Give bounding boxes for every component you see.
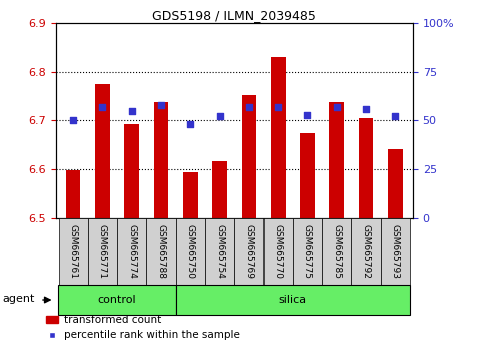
Legend: transformed count, percentile rank within the sample: transformed count, percentile rank withi…	[46, 315, 240, 340]
Point	[362, 106, 370, 112]
Text: silica: silica	[279, 295, 307, 305]
Bar	[264, 218, 293, 285]
Point	[157, 102, 165, 108]
Bar	[95, 84, 110, 218]
Text: GSM665785: GSM665785	[332, 224, 341, 279]
Bar	[125, 124, 139, 218]
Text: agent: agent	[3, 293, 35, 303]
Text: GSM665793: GSM665793	[391, 224, 400, 279]
Point	[69, 118, 77, 123]
Bar	[154, 102, 169, 218]
Text: GSM665754: GSM665754	[215, 224, 224, 279]
Bar	[322, 218, 352, 285]
Text: GSM665792: GSM665792	[362, 224, 370, 279]
Title: GDS5198 / ILMN_2039485: GDS5198 / ILMN_2039485	[152, 9, 316, 22]
Bar	[213, 161, 227, 218]
Bar	[388, 149, 403, 218]
Bar	[234, 218, 264, 285]
Text: GSM665769: GSM665769	[244, 224, 254, 279]
Text: GSM665750: GSM665750	[186, 224, 195, 279]
Bar	[300, 133, 315, 218]
Bar	[66, 170, 81, 218]
Point	[333, 104, 341, 110]
Point	[245, 104, 253, 110]
Point	[216, 114, 224, 119]
Bar	[58, 285, 176, 315]
Bar	[242, 95, 256, 218]
Point	[304, 112, 312, 118]
Point	[274, 104, 282, 110]
Text: GSM665761: GSM665761	[69, 224, 78, 279]
Bar	[183, 172, 198, 218]
Text: GSM665788: GSM665788	[156, 224, 166, 279]
Bar	[329, 102, 344, 218]
Point	[99, 104, 106, 110]
Bar	[271, 57, 285, 218]
Bar	[293, 218, 322, 285]
Point	[128, 108, 136, 113]
Bar	[88, 218, 117, 285]
Bar	[176, 285, 410, 315]
Bar	[176, 218, 205, 285]
Text: GSM665775: GSM665775	[303, 224, 312, 279]
Text: control: control	[98, 295, 136, 305]
Bar	[359, 118, 373, 218]
Point	[186, 121, 194, 127]
Bar	[58, 218, 88, 285]
Bar	[381, 218, 410, 285]
Point	[392, 114, 399, 119]
Bar	[352, 218, 381, 285]
Text: GSM665771: GSM665771	[98, 224, 107, 279]
Bar	[146, 218, 176, 285]
Text: GSM665774: GSM665774	[127, 224, 136, 279]
Text: GSM665770: GSM665770	[274, 224, 283, 279]
Bar	[205, 218, 234, 285]
Bar	[117, 218, 146, 285]
